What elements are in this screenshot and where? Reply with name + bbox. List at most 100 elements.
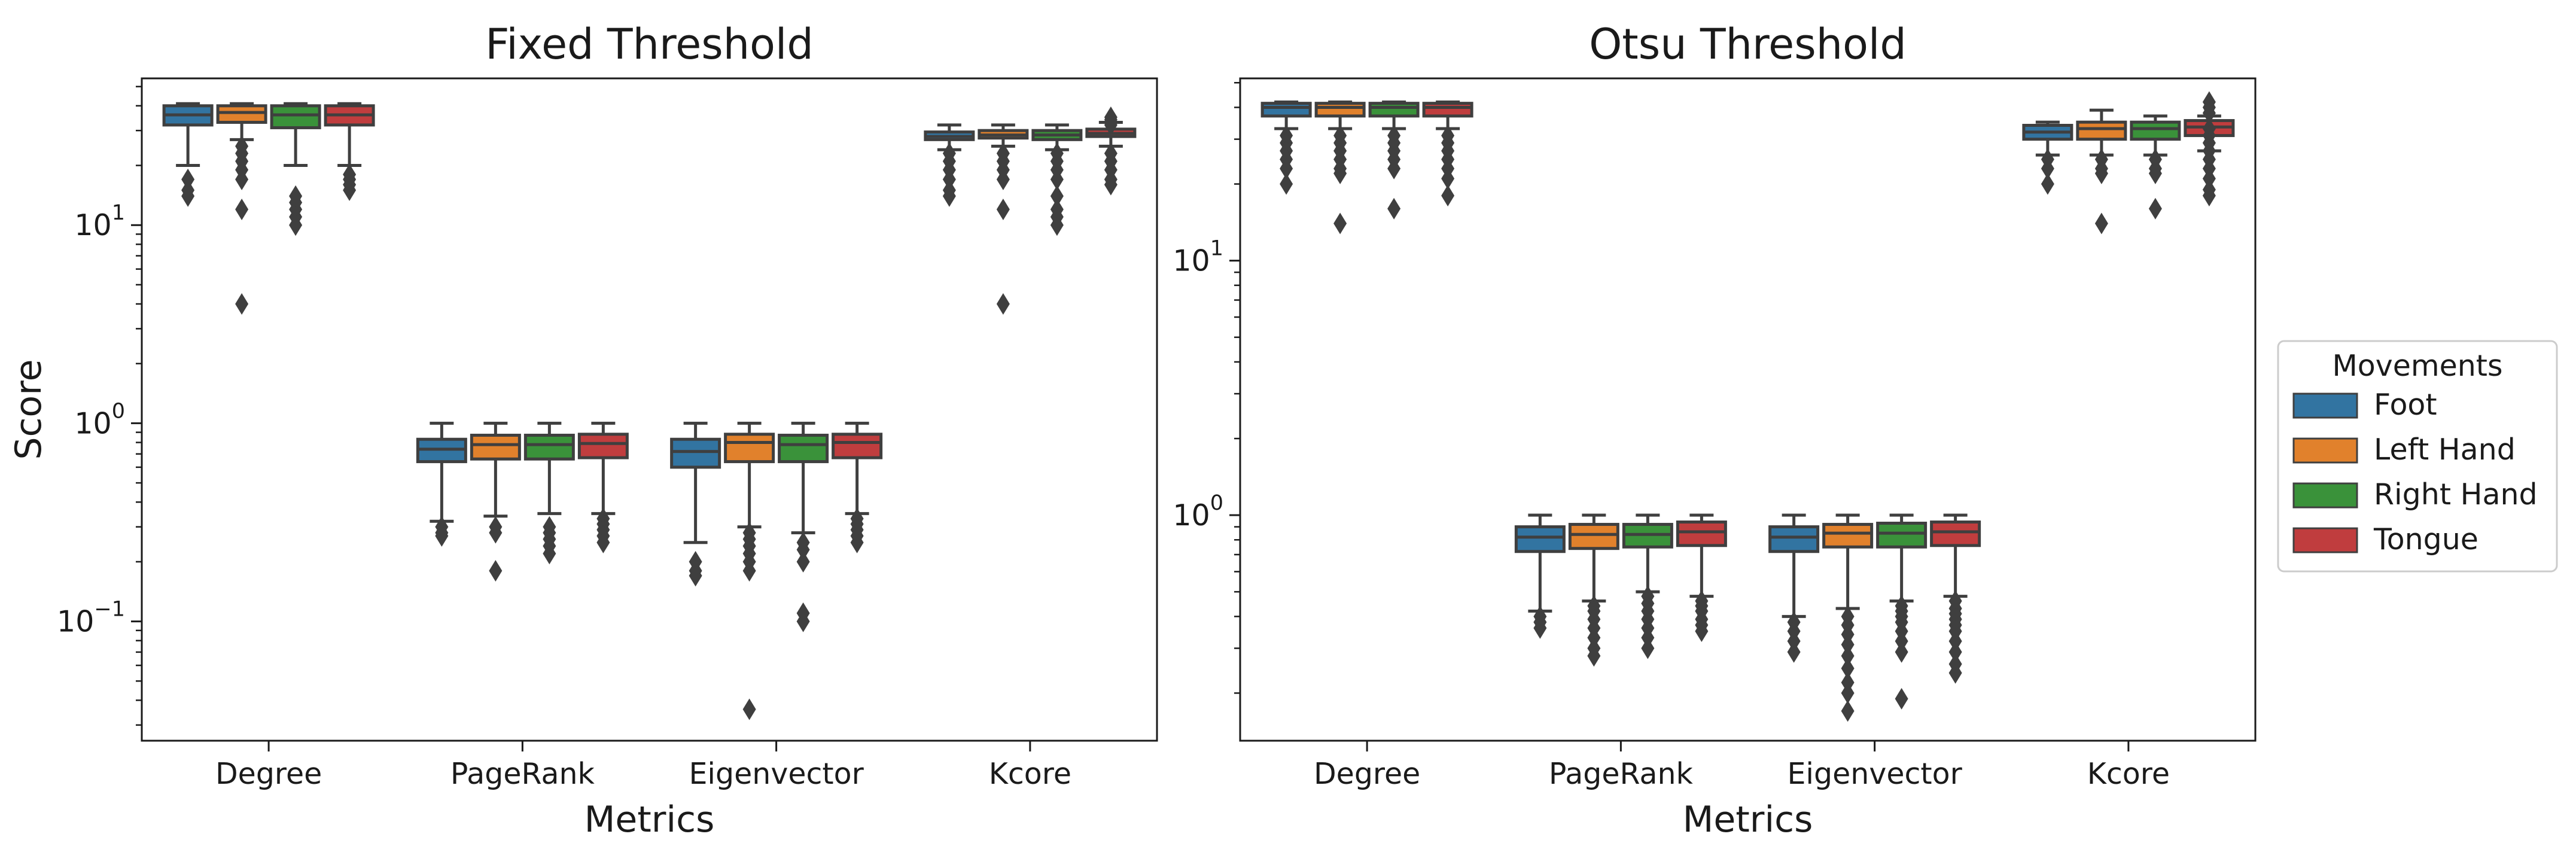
flier	[235, 198, 249, 220]
box-tongue-eigenvector	[1930, 513, 1981, 684]
flier	[1050, 168, 1064, 190]
axes-frame	[141, 77, 1158, 742]
legend-swatch	[2292, 527, 2358, 553]
box-tongue-kcore	[1085, 106, 1137, 196]
box-left-hand-degree	[216, 102, 267, 315]
flier	[1841, 682, 1855, 704]
x-tick-label-degree: Degree	[215, 757, 322, 791]
flier	[1841, 634, 1855, 656]
flier	[1050, 185, 1064, 207]
box-iqr	[1260, 102, 1312, 118]
chart-title: Fixed Threshold	[485, 20, 814, 69]
flier	[235, 168, 249, 190]
legend-label: Right Hand	[2374, 477, 2538, 512]
legend-title: Movements	[2332, 349, 2502, 383]
box-foot-kcore	[2022, 120, 2073, 195]
box-foot-kcore	[924, 123, 975, 207]
flier	[689, 565, 702, 587]
x-axis-label: Metrics	[1683, 799, 1813, 841]
box-right-hand-pagerank	[1622, 513, 1673, 659]
flier	[1895, 687, 1908, 710]
panel-otsu-threshold: Otsu Threshold Metrics 100 101 Degree PageRan…	[1173, 20, 2257, 841]
flier	[1587, 645, 1601, 667]
box-left-hand-degree	[1314, 100, 1366, 235]
box-tongue-degree	[1422, 100, 1473, 207]
box-left-hand-eigenvector	[724, 421, 775, 720]
flier	[1787, 641, 1801, 663]
flier	[1948, 641, 1962, 663]
y-axis-label: Score	[8, 359, 50, 460]
y-tick-label: 101	[1173, 237, 1223, 278]
x-tick-label-kcore: Kcore	[989, 757, 1071, 791]
box-iqr	[670, 437, 721, 469]
box-tongue-pagerank	[577, 421, 629, 553]
legend-label: Foot	[2374, 388, 2437, 422]
box-foot-eigenvector	[1768, 513, 1820, 663]
panel-fixed-threshold: Fixed Threshold Metrics Score 10−1 100 101 Deg…	[8, 20, 1158, 841]
box-iqr	[1422, 102, 1473, 118]
x-tick-label-degree: Degree	[1314, 757, 1420, 791]
flier	[2094, 162, 2108, 184]
box-iqr	[270, 104, 321, 129]
legend-swatch	[2292, 482, 2358, 509]
legend-label: Left Hand	[2374, 433, 2516, 467]
legend-item-tongue: Tongue	[2292, 522, 2478, 556]
box-iqr	[724, 433, 775, 464]
flier	[942, 185, 956, 207]
flier	[2202, 185, 2216, 207]
box-iqr	[1768, 525, 1820, 553]
box-foot-pagerank	[416, 421, 467, 547]
flier	[996, 198, 1010, 220]
box-foot-degree	[162, 102, 214, 207]
flier	[942, 168, 956, 190]
flier	[1533, 617, 1547, 639]
flier	[1050, 214, 1064, 236]
box-iqr	[1514, 525, 1566, 553]
x-tick-label-pagerank: PageRank	[450, 757, 595, 791]
flier	[489, 560, 503, 582]
box-iqr	[2130, 120, 2181, 141]
flier	[1641, 637, 1655, 659]
flier	[1695, 620, 1709, 643]
flier	[343, 179, 357, 201]
box-iqr	[1568, 522, 1619, 550]
box-tongue-degree	[324, 102, 375, 201]
flier	[2094, 212, 2108, 235]
flier	[1280, 173, 1293, 195]
box-iqr	[2076, 120, 2127, 141]
y-tick-label: 100	[1173, 491, 1223, 532]
flier	[1948, 630, 1962, 652]
box-iqr	[1676, 520, 1727, 547]
legend-swatch	[2292, 437, 2358, 464]
box-iqr	[470, 433, 521, 461]
flier	[1841, 645, 1855, 667]
box-iqr	[523, 433, 575, 461]
legend-swatch	[2292, 392, 2358, 419]
box-foot-pagerank	[1514, 513, 1566, 639]
flier	[996, 293, 1010, 315]
x-tick-label-eigenvector: Eigenvector	[689, 757, 864, 791]
box-right-hand-kcore	[2130, 114, 2181, 220]
chart-title: Otsu Threshold	[1589, 20, 1907, 69]
flier	[181, 185, 195, 207]
y-tick-label: 101	[74, 201, 125, 242]
box-iqr	[216, 104, 267, 124]
flier	[1787, 630, 1801, 652]
legend-item-right-hand: Right Hand	[2292, 477, 2538, 512]
flier	[1441, 185, 1455, 207]
flier	[1104, 114, 1118, 136]
y-tick-label: 100	[74, 399, 125, 440]
box-left-hand-eigenvector	[1822, 513, 1874, 722]
box-tongue-eigenvector	[832, 421, 883, 553]
box-iqr	[577, 433, 629, 460]
legend-item-left-hand: Left Hand	[2292, 433, 2516, 467]
flier	[1895, 630, 1908, 652]
flier	[2041, 173, 2054, 195]
legend-item-foot: Foot	[2292, 388, 2437, 422]
flier	[543, 543, 556, 565]
flier	[1387, 157, 1401, 179]
flier	[796, 610, 810, 632]
box-right-hand-pagerank	[523, 421, 575, 565]
box-tongue-kcore	[2184, 91, 2235, 207]
